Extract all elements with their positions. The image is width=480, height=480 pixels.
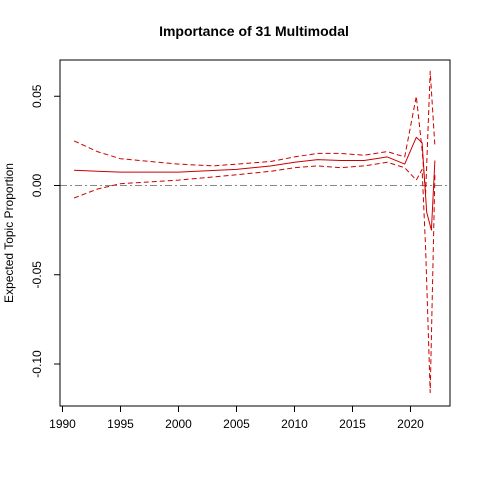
x-tick-label: 2015 (339, 417, 366, 431)
series-line-upper (73, 70, 436, 195)
x-tick-label: 2005 (223, 417, 250, 431)
x-tick-label: 2010 (281, 417, 308, 431)
chart-title: Importance of 31 Multimodal (159, 23, 349, 39)
series-layer (73, 70, 436, 394)
y-tick-label: 0.05 (30, 84, 44, 108)
y-tick-label: -0.05 (30, 261, 44, 289)
x-tick-label: 1990 (49, 417, 76, 431)
x-tick-label: 2020 (397, 417, 424, 431)
series-line-lower (73, 161, 436, 394)
y-axis: -0.10 -0.05 0.00 0.05 (30, 84, 61, 378)
y-tick-label: 0.00 (30, 173, 44, 197)
y-tick-label: -0.10 (30, 350, 44, 378)
y-axis-label: Expected Topic Proportion (2, 163, 16, 303)
plot-frame (59, 59, 451, 407)
x-tick-label: 2000 (165, 417, 192, 431)
x-tick-label: 1995 (107, 417, 134, 431)
x-axis: 1990 1995 2000 2005 2010 2015 2020 (49, 405, 424, 431)
